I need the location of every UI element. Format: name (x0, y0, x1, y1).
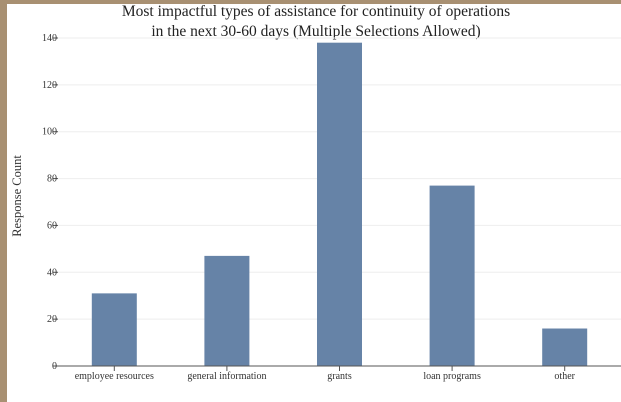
x-tick-label: general information (187, 371, 266, 382)
bar (429, 185, 475, 366)
bar (91, 293, 137, 366)
x-tick-labels: employee resources general information gra… (75, 371, 576, 382)
y-tick-label: 80 (47, 174, 57, 185)
x-tick-label: grants (327, 371, 352, 382)
y-tick-label: 20 (47, 314, 57, 325)
y-tick-label: 60 (47, 220, 57, 231)
chart-title-line-1: Most impactful types of assistance for c… (122, 3, 510, 20)
bar (204, 255, 250, 366)
axes (53, 37, 621, 371)
y-axis-title: Response Count (10, 155, 24, 237)
y-tick-label: 140 (42, 33, 57, 44)
y-tick-label: 120 (42, 80, 57, 91)
x-tick-label: employee resources (75, 371, 154, 382)
y-tick-label: 0 (52, 361, 57, 372)
y-tick-labels: 0 20 40 60 80 100 120 140 (42, 33, 57, 372)
y-tick-label: 40 (47, 267, 57, 278)
x-tick-label: loan programs (423, 371, 481, 382)
chart-title-line-2: in the next 30-60 days (Multiple Selecti… (151, 23, 480, 40)
bar (542, 328, 588, 366)
y-tick-label: 100 (42, 127, 57, 138)
x-tick-label: other (554, 371, 575, 382)
bar (317, 42, 362, 366)
bars (91, 42, 588, 366)
